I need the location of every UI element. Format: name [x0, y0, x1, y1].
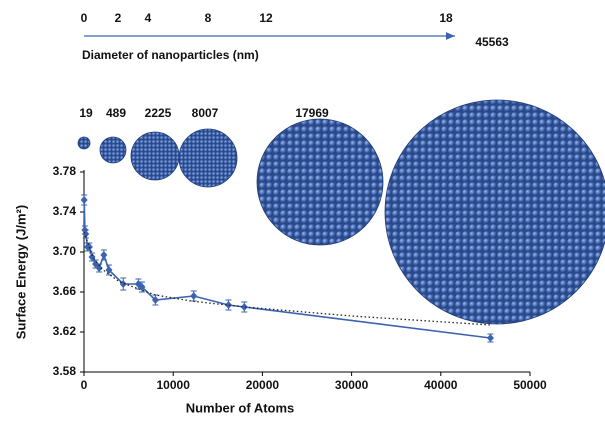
nanoparticle	[385, 100, 605, 324]
top-tick-label: 8	[205, 11, 212, 25]
y-axis-label: Surface Energy (J/m²)	[13, 205, 28, 339]
top-tick-label: 4	[145, 11, 152, 25]
chart: Diameter of nanoparticles (nm) Number of…	[0, 0, 605, 426]
nanoparticle	[78, 137, 90, 149]
particle-label: 8007	[192, 106, 219, 120]
x-tick-label: 40000	[424, 378, 458, 392]
top-tick-label: 0	[81, 11, 88, 25]
y-tick-label: 3.58	[53, 364, 77, 378]
y-tick-label: 3.70	[53, 244, 77, 258]
data-point	[487, 334, 494, 342]
top-tick-label: 18	[439, 11, 453, 25]
x-tick-label: 0	[81, 378, 88, 392]
nanoparticle	[100, 137, 126, 163]
x-axis-label: Number of Atoms	[186, 400, 295, 415]
data-point	[100, 251, 107, 259]
top-tick-label: 2	[115, 11, 122, 25]
x-tick-label: 30000	[335, 378, 369, 392]
y-tick-label: 3.78	[53, 164, 77, 178]
particle-label: 45563	[475, 35, 509, 49]
y-tick-label: 3.62	[53, 324, 77, 338]
data-point	[81, 196, 88, 204]
x-tick-label: 20000	[246, 378, 280, 392]
data-point	[190, 292, 197, 300]
y-tick-label: 3.74	[53, 204, 77, 218]
y-tick-label: 3.66	[53, 284, 77, 298]
particle-label: 19	[79, 106, 93, 120]
particle-label: 17969	[295, 106, 329, 120]
particle-label: 489	[106, 106, 126, 120]
particle-label: 2225	[145, 106, 172, 120]
nanoparticle	[131, 132, 179, 180]
top-tick-label: 12	[259, 11, 273, 25]
top-axis-label: Diameter of nanoparticles (nm)	[82, 48, 259, 62]
x-tick-label: 50000	[513, 378, 547, 392]
x-tick-label: 10000	[157, 378, 191, 392]
nanoparticle	[257, 119, 383, 245]
nanoparticle	[179, 129, 237, 187]
